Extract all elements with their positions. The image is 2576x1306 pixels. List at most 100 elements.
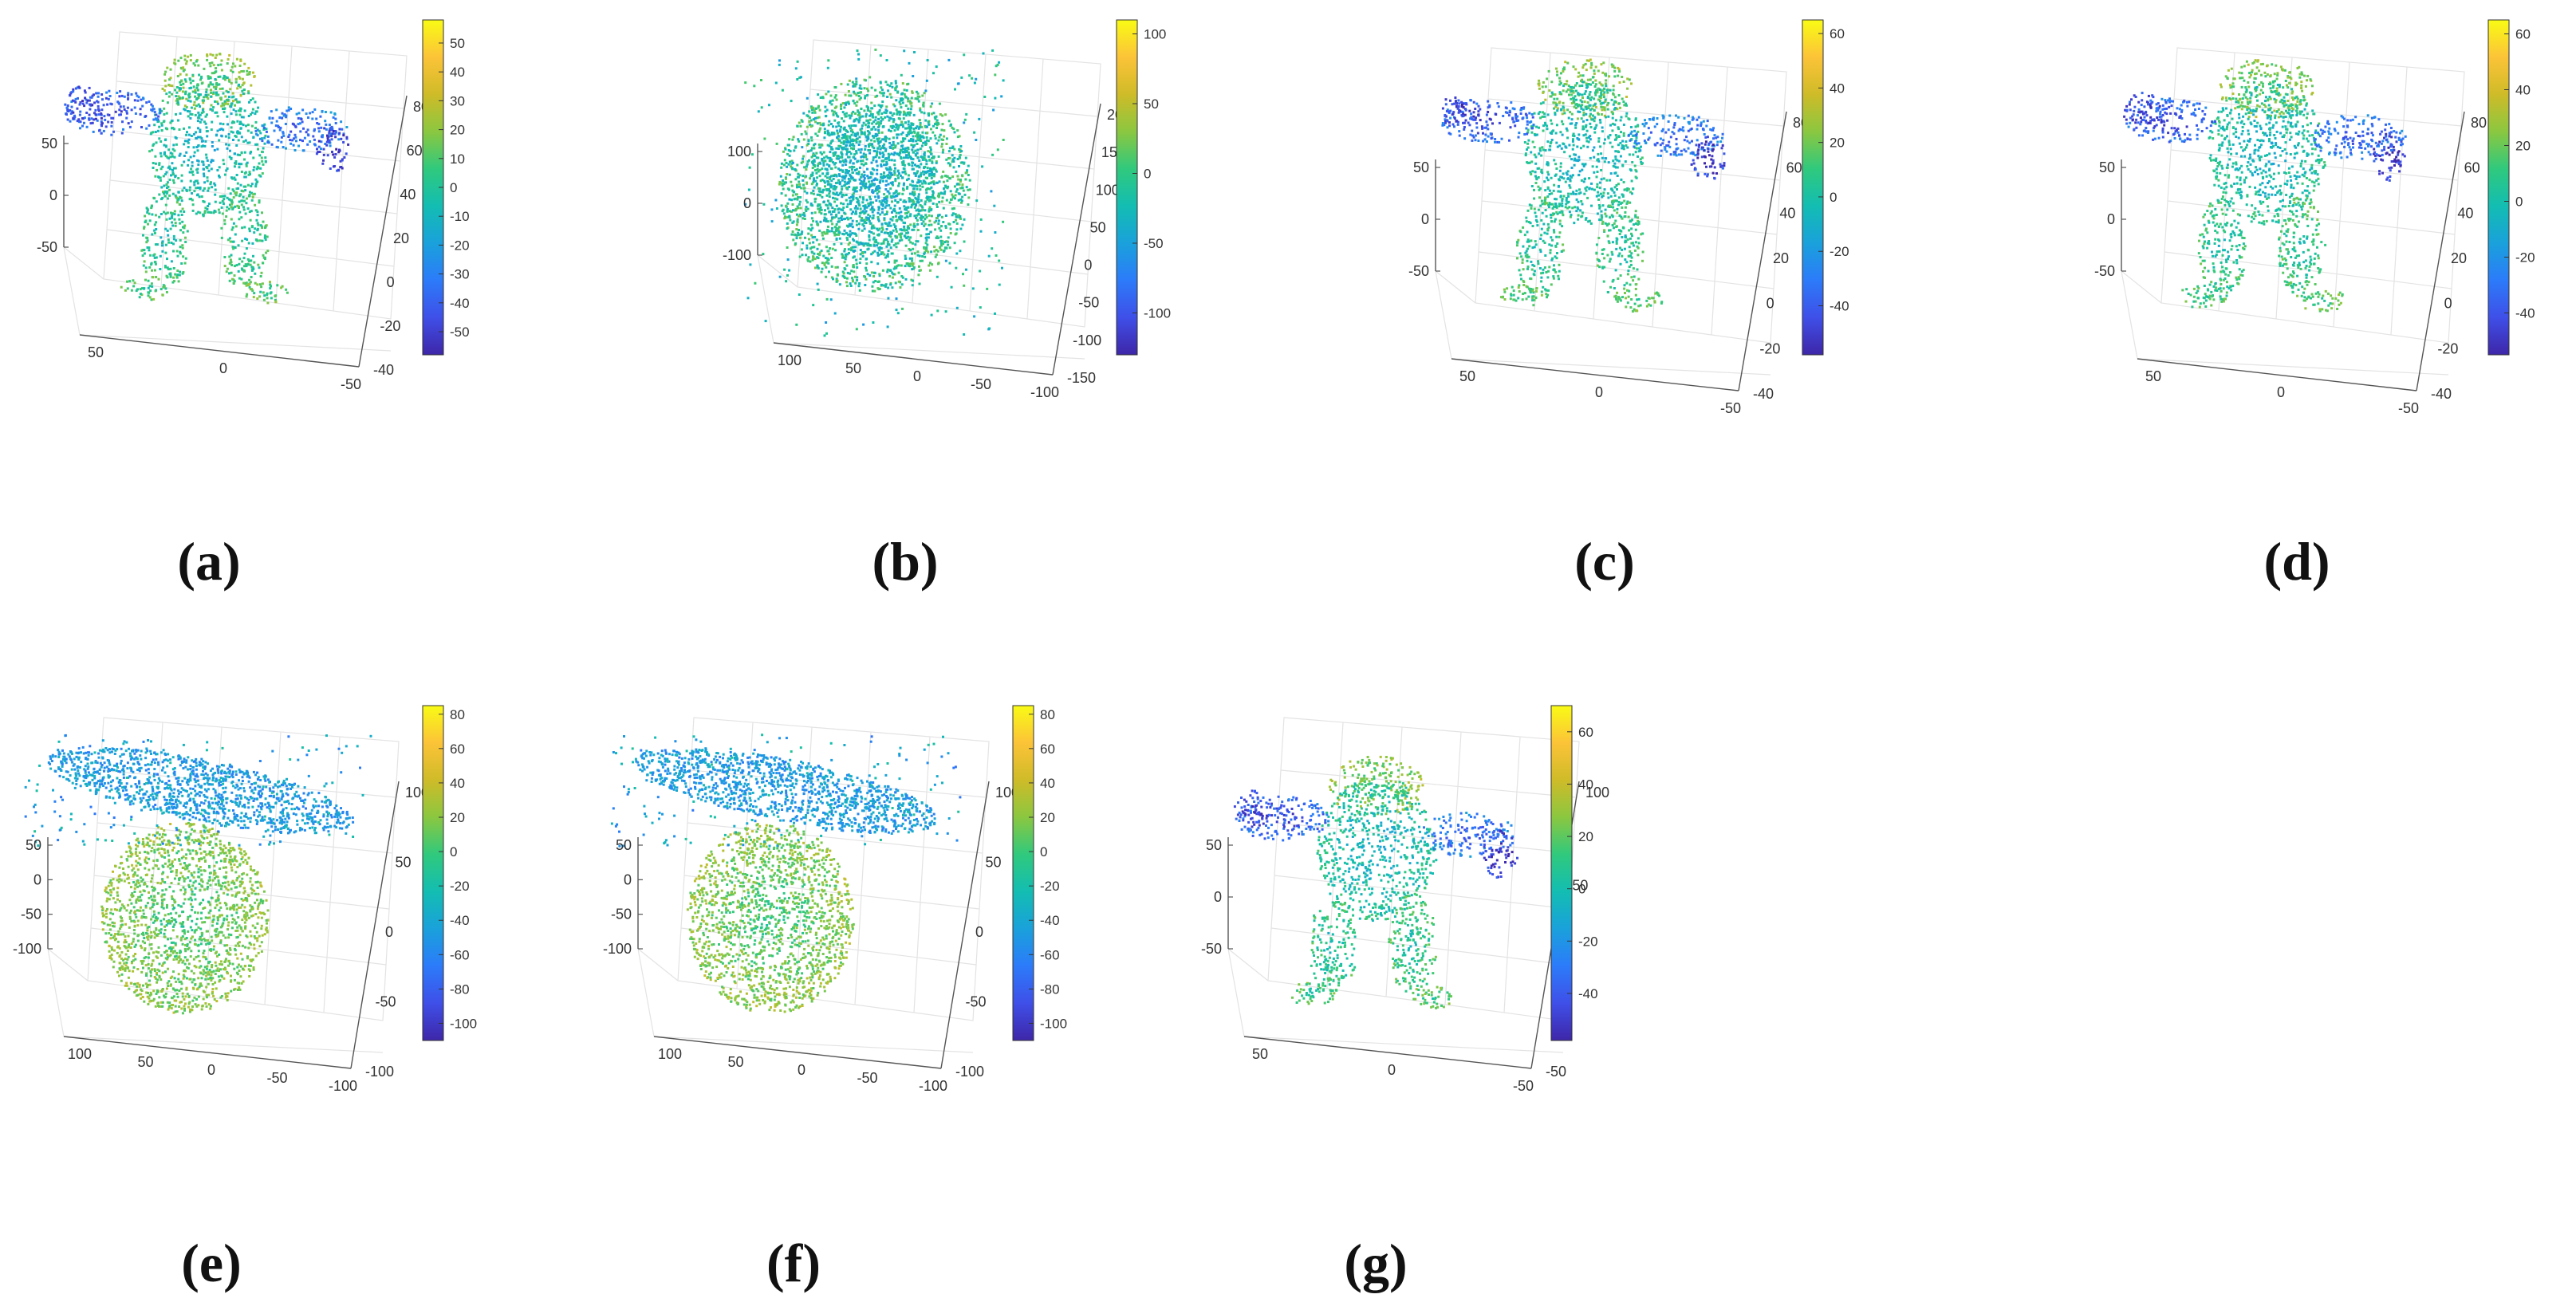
- point: [895, 99, 898, 102]
- point: [1593, 188, 1596, 191]
- point: [959, 179, 963, 181]
- point: [810, 217, 813, 220]
- point: [883, 253, 886, 256]
- point: [202, 110, 205, 113]
- point: [917, 175, 920, 178]
- point: [66, 104, 69, 107]
- point: [895, 108, 898, 112]
- point: [851, 176, 854, 179]
- point: [117, 101, 120, 104]
- point: [285, 116, 288, 119]
- point: [858, 195, 861, 199]
- point: [1598, 207, 1601, 210]
- point: [840, 125, 842, 128]
- point: [816, 183, 818, 185]
- point: [252, 168, 255, 171]
- point: [849, 272, 852, 275]
- point: [825, 261, 828, 264]
- point: [1566, 170, 1570, 173]
- point: [1589, 135, 1592, 138]
- point: [900, 264, 903, 267]
- point: [256, 222, 259, 225]
- point: [199, 105, 201, 108]
- point: [856, 198, 859, 201]
- point: [937, 155, 940, 158]
- point: [203, 210, 207, 213]
- point: [175, 250, 179, 253]
- point: [193, 107, 196, 110]
- point: [1526, 148, 1528, 151]
- point: [1609, 89, 1612, 92]
- point: [813, 111, 817, 114]
- point: [841, 214, 843, 218]
- point: [898, 154, 901, 157]
- point: [195, 136, 199, 140]
- point: [1602, 177, 1605, 180]
- point: [1530, 131, 1534, 134]
- point: [1554, 93, 1557, 96]
- point: [832, 177, 835, 180]
- point: [871, 122, 874, 125]
- point: [262, 256, 266, 259]
- point: [850, 114, 853, 117]
- point: [265, 130, 268, 133]
- point: [851, 168, 853, 171]
- point: [950, 198, 953, 201]
- point: [797, 196, 800, 199]
- point: [818, 121, 821, 124]
- point: [860, 219, 863, 222]
- y-tick-label: -40: [373, 362, 394, 378]
- point: [1542, 111, 1544, 114]
- point: [800, 248, 803, 251]
- point: [885, 210, 888, 214]
- point: [269, 281, 271, 284]
- point: [884, 81, 888, 84]
- point: [112, 116, 115, 120]
- point: [781, 89, 784, 92]
- point: [850, 212, 853, 215]
- point: [232, 139, 234, 141]
- point: [823, 181, 826, 184]
- point: [865, 262, 869, 266]
- point: [912, 144, 915, 148]
- point: [243, 252, 246, 255]
- point: [224, 95, 227, 98]
- point: [907, 100, 910, 103]
- point: [863, 133, 866, 136]
- point: [881, 159, 884, 163]
- point: [266, 301, 270, 305]
- point: [879, 104, 882, 108]
- point: [269, 287, 272, 290]
- point: [914, 149, 917, 152]
- point: [905, 134, 908, 137]
- point: [896, 235, 899, 238]
- point: [929, 168, 932, 171]
- point: [1575, 98, 1578, 101]
- point: [902, 137, 904, 140]
- point: [183, 187, 186, 190]
- point: [846, 238, 849, 242]
- point: [883, 196, 886, 199]
- point: [890, 171, 893, 175]
- point: [1581, 100, 1584, 104]
- point: [334, 153, 337, 155]
- point: [924, 203, 927, 206]
- point: [143, 249, 146, 252]
- point: [843, 248, 846, 251]
- point: [770, 220, 774, 223]
- point: [912, 199, 914, 202]
- point: [243, 62, 246, 65]
- point: [1592, 118, 1594, 121]
- point: [904, 104, 908, 108]
- point: [913, 51, 916, 53]
- point: [169, 267, 172, 270]
- point: [895, 123, 897, 126]
- point: [829, 183, 833, 187]
- point: [894, 199, 897, 202]
- point: [846, 171, 849, 175]
- point: [963, 53, 966, 57]
- point: [222, 203, 225, 205]
- point: [908, 197, 911, 200]
- point: [127, 94, 130, 96]
- point: [888, 243, 891, 246]
